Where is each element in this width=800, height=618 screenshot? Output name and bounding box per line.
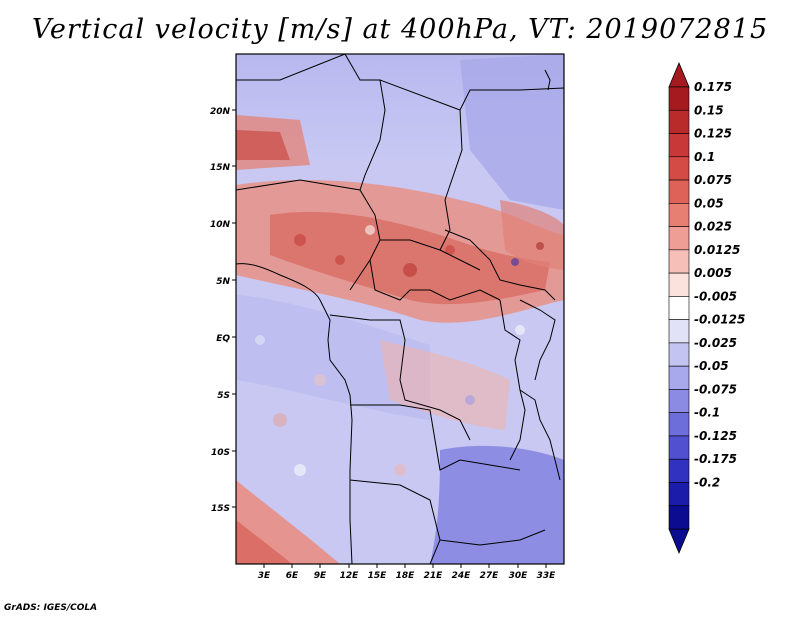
- colorbar-label: -0.175: [694, 452, 737, 466]
- colorbar-bin: [668, 249, 690, 274]
- colorbar-bin: [668, 319, 690, 344]
- lon-label-3E: 3E: [258, 571, 271, 581]
- border-2: [236, 54, 346, 81]
- colorbar-label: 0.075: [694, 173, 732, 187]
- lon-label-12E: 12E: [340, 571, 360, 581]
- field-speckles: [255, 225, 544, 476]
- lon-label-21E: 21E: [424, 571, 444, 581]
- border-9: [329, 314, 471, 441]
- colorbar-label: 0.0125: [694, 243, 740, 257]
- colorbar-bin: [668, 389, 690, 413]
- lon-label-24E: 24E: [452, 571, 472, 581]
- colorbar: 0.175 0.15 0.125 0.1 0.075 0.05 0.025 0.0125 0.0…: [668, 61, 745, 555]
- border-12: [349, 479, 441, 564]
- field-southeast-blue: [430, 445, 564, 564]
- colorbar-label: 0.025: [694, 220, 732, 234]
- lat-label-20N: 20N: [210, 107, 231, 117]
- border-14: [519, 299, 556, 381]
- colorbar-top-arrow: [668, 61, 690, 88]
- colorbar-label: -0.1: [694, 406, 720, 420]
- border-4: [379, 79, 463, 251]
- lat-label-10N: 10N: [210, 220, 231, 230]
- colorbar-bin: [668, 458, 690, 483]
- colorbar-label: -0.005: [694, 289, 737, 303]
- colorbar-label: -0.0125: [694, 313, 745, 327]
- colorbar-labels: 0.175 0.15 0.125 0.1 0.075 0.05 0.025 0.0125 0.0…: [694, 80, 745, 489]
- border-15: [519, 389, 561, 481]
- colorbar-bin: [668, 505, 690, 530]
- colorbar-bin: [668, 342, 690, 367]
- colorbar-bin: [668, 226, 690, 251]
- field-northeast: [460, 54, 564, 210]
- lon-label-15E: 15E: [368, 571, 388, 581]
- field-northwest-darkred: [236, 130, 290, 160]
- lon-label-9E: 9E: [314, 571, 327, 581]
- border-10: [499, 299, 526, 461]
- colorbar-label: -0.2: [694, 475, 720, 489]
- colorbar-label: 0.175: [694, 80, 732, 94]
- colorbar-bin: [668, 296, 690, 320]
- colorbar-label: 0.05: [694, 196, 724, 210]
- colorbar-label: 0.125: [694, 127, 732, 141]
- field-equatorial: [236, 295, 430, 420]
- lon-label-18E: 18E: [396, 571, 416, 581]
- lat-label-EQ: EQ: [216, 334, 230, 344]
- colorbar-label: -0.075: [694, 382, 737, 396]
- colorbar-bin: [668, 412, 690, 437]
- colorbar-bin: [668, 156, 690, 181]
- colorbar-bin: [668, 133, 690, 158]
- colorbar-bin: [668, 86, 690, 111]
- colorbar-bin: [668, 272, 690, 297]
- field-sahel-core: [270, 211, 550, 305]
- west-coastline: [236, 263, 353, 564]
- colorbar-bin: [668, 179, 690, 204]
- colorbar-bin: [668, 109, 690, 134]
- colorbar-label: -0.025: [694, 336, 737, 350]
- colorbar-bottom-arrow: [668, 528, 690, 555]
- border-11: [350, 404, 521, 471]
- border-5: [459, 87, 564, 111]
- colorbar-bin: [668, 203, 690, 227]
- border-7: [380, 239, 481, 271]
- colorbar-bin: [668, 435, 690, 460]
- map-frame: [235, 53, 565, 565]
- colorbar-label: 0.005: [694, 266, 732, 280]
- colorbar-bin: [668, 365, 690, 390]
- lon-label-6E: 6E: [286, 571, 299, 581]
- chart-title: Vertical velocity [m/s] at 400hPa, VT: 2…: [31, 14, 769, 45]
- lat-label-15S: 15S: [211, 504, 230, 514]
- lon-label-27E: 27E: [480, 571, 500, 581]
- lat-label-5N: 5N: [216, 277, 230, 287]
- lat-label-15N: 15N: [210, 163, 231, 173]
- border-6: [444, 229, 556, 301]
- lat-label-5S: 5S: [217, 391, 230, 401]
- border-1: [344, 54, 386, 191]
- boundaries: [236, 54, 564, 564]
- grads-credit: GrADS: IGES/COLA: [4, 603, 98, 613]
- border-8: [369, 259, 501, 301]
- velocity-field: [236, 54, 564, 564]
- colorbar-label: -0.125: [694, 429, 737, 443]
- lon-axis: 3E 6E 9E 12E 15E 18E 21E 24E 27E 30E 33E: [258, 564, 556, 581]
- colorbar-label: 0.1: [694, 150, 715, 164]
- colorbar-label: 0.15: [694, 103, 724, 117]
- border-13: [439, 529, 546, 546]
- lat-label-10S: 10S: [211, 448, 230, 458]
- border-16: [544, 69, 551, 91]
- lon-label-33E: 33E: [537, 571, 557, 581]
- colorbar-bins: [668, 86, 690, 530]
- border-3: [236, 179, 381, 291]
- lat-axis: 20N 15N 10N 5N EQ 5S 10S 15S: [210, 107, 236, 514]
- lon-label-30E: 30E: [509, 571, 529, 581]
- field-east-red: [500, 200, 564, 270]
- colorbar-bin: [668, 482, 690, 507]
- field-southwest-darkred: [236, 520, 292, 564]
- colorbar-label: -0.05: [694, 359, 729, 373]
